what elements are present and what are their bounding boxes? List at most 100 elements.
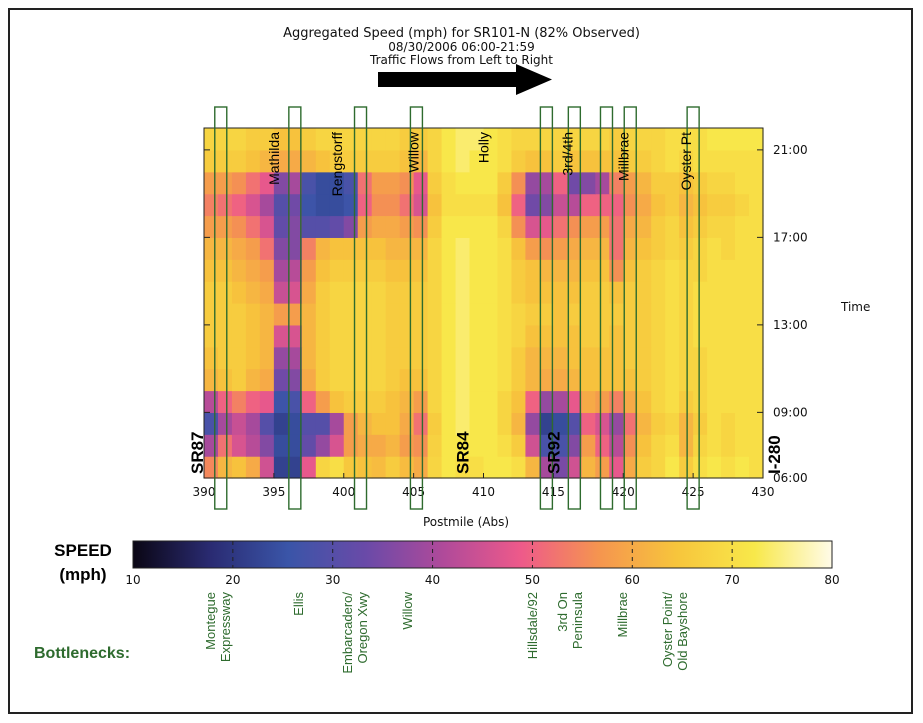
heatmap-cell <box>357 368 373 392</box>
heatmap-cell <box>693 193 708 217</box>
heatmap-cell <box>231 281 247 304</box>
heatmap-cell <box>204 368 219 392</box>
route-label: SR92 <box>544 431 563 474</box>
heatmap-cell <box>287 215 303 238</box>
heatmap-cell <box>651 456 666 479</box>
heatmap-cell <box>427 193 443 217</box>
heatmap-cell <box>427 390 443 413</box>
heatmap-cell <box>693 346 708 370</box>
heatmap-cell <box>231 171 247 195</box>
heatmap-cell <box>749 171 764 195</box>
heatmap-cell <box>539 128 554 151</box>
heatmap-cell <box>427 237 443 260</box>
heatmap-cell <box>553 456 568 479</box>
heatmap-cell <box>637 368 652 392</box>
heatmap-cell <box>539 171 554 195</box>
heatmap-cell <box>441 412 457 435</box>
heatmap-cell <box>707 193 722 217</box>
heatmap-cell <box>357 149 373 173</box>
heatmap-cell <box>441 215 457 238</box>
heatmap-cell <box>497 412 513 435</box>
heatmap-cell <box>385 215 401 238</box>
heatmap-cell <box>525 237 540 260</box>
heatmap-cell <box>581 346 596 370</box>
heatmap-cell <box>693 259 708 282</box>
heatmap-cell <box>665 128 680 151</box>
heatmap-cell <box>511 390 527 413</box>
heatmap-cell <box>301 149 317 173</box>
heatmap-cell <box>357 324 373 348</box>
heatmap-cell <box>693 434 708 457</box>
heatmap-cell <box>245 346 261 370</box>
heatmap-cell <box>455 193 471 217</box>
arterial-label: Holly <box>476 132 492 163</box>
heatmap-cell <box>245 324 261 348</box>
heatmap-cell <box>413 128 429 151</box>
heatmap-cell <box>553 303 568 326</box>
heatmap-cell <box>511 368 527 392</box>
bottleneck-label-line1: Embarcadero/ <box>340 592 355 674</box>
heatmap-cell <box>469 368 485 392</box>
heatmap-cell <box>637 215 652 238</box>
heatmap-cell <box>539 281 554 304</box>
heatmap-cell <box>539 412 554 435</box>
heatmap-cell <box>483 412 499 435</box>
heatmap-cell <box>301 215 317 238</box>
heatmap-cell <box>553 171 568 195</box>
heatmap-cell <box>567 412 582 435</box>
heatmap-cell <box>581 456 596 479</box>
heatmap-cell <box>204 324 219 348</box>
heatmap-cell <box>399 281 415 304</box>
bottleneck-label-line1: Willow <box>400 591 415 629</box>
heatmap-cell <box>581 324 596 348</box>
heatmap-cell <box>497 303 513 326</box>
heatmap-cell <box>427 346 443 370</box>
heatmap-cell <box>371 193 387 217</box>
heatmap-cell <box>385 346 401 370</box>
heatmap-cell <box>371 281 387 304</box>
heatmap-cell <box>735 303 750 326</box>
heatmap-cell <box>469 237 485 260</box>
heatmap-cell <box>399 434 415 457</box>
heatmap-cell <box>637 128 652 151</box>
heatmap-cell <box>245 434 261 457</box>
chart-subtitle: 08/30/2006 06:00-21:59 <box>388 40 535 54</box>
heatmap-cell <box>455 456 471 479</box>
heatmap-cell <box>567 456 582 479</box>
heatmap-cell <box>273 456 289 479</box>
bottleneck-label: Millbrae <box>615 592 630 638</box>
heatmap-cells <box>204 128 764 479</box>
heatmap-cell <box>287 303 303 326</box>
heatmap-cell <box>735 171 750 195</box>
heatmap-cell <box>217 390 233 413</box>
heatmap-cell <box>483 434 499 457</box>
heatmap-cell <box>357 193 373 217</box>
heatmap-cell <box>441 171 457 195</box>
heatmap-cell <box>357 412 373 435</box>
bottleneck-label: Embarcadero/Oregon Xwy <box>340 592 370 674</box>
heatmap-cell <box>329 259 345 282</box>
heatmap-cell <box>301 171 317 195</box>
heatmap-cell <box>483 149 499 173</box>
heatmap-cell <box>483 237 499 260</box>
heatmap-cell <box>357 128 373 151</box>
heatmap-cell <box>539 237 554 260</box>
heatmap-cell <box>441 149 457 173</box>
heatmap-cell <box>567 193 582 217</box>
route-label: SR84 <box>454 431 473 474</box>
bottleneck-box <box>353 106 368 510</box>
heatmap-cell <box>385 259 401 282</box>
heatmap-cell <box>273 324 289 348</box>
route-label: SR87 <box>188 431 207 474</box>
heatmap-cell <box>497 368 513 392</box>
heatmap-cell <box>665 456 680 479</box>
heatmap-cell <box>497 434 513 457</box>
heatmap-cell <box>609 215 624 238</box>
heatmap-cell <box>609 456 624 479</box>
heatmap-cell <box>469 456 485 479</box>
heatmap-cell <box>245 259 261 282</box>
heatmap-cell <box>651 193 666 217</box>
heatmap-cell <box>623 149 638 173</box>
heatmap-cell <box>315 281 331 304</box>
heatmap-cell <box>749 412 764 435</box>
